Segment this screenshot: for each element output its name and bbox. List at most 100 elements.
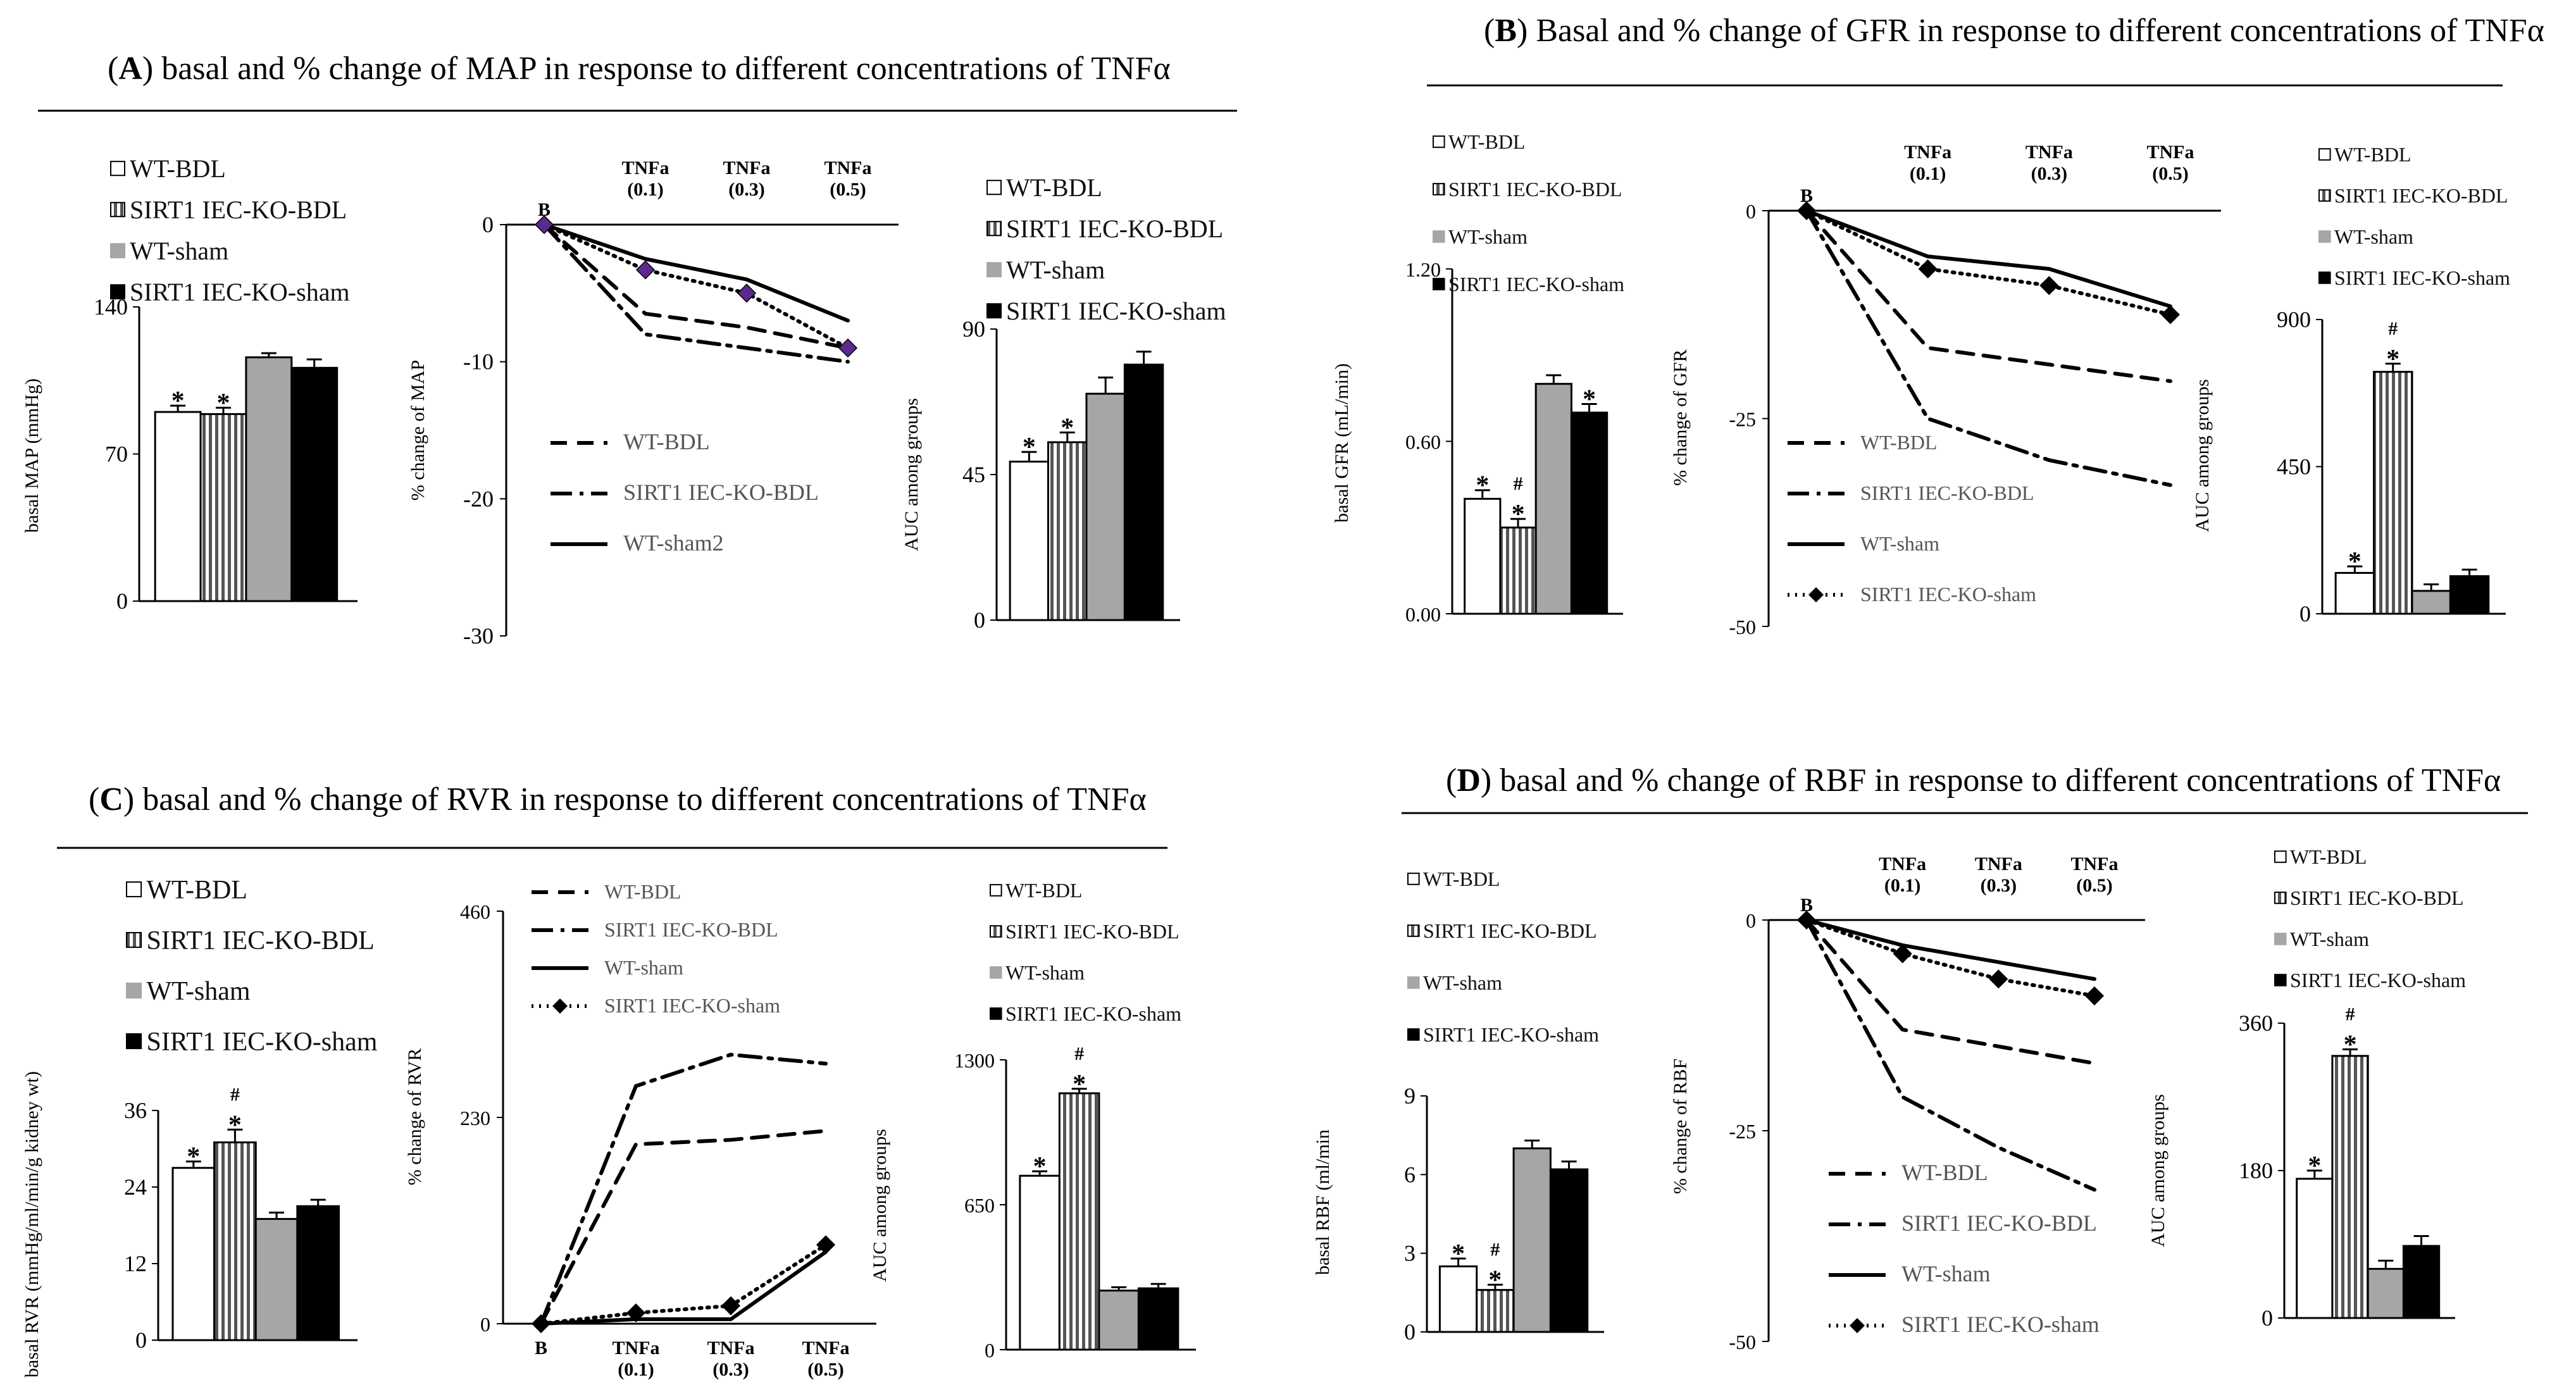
x-tick-label: TNFa <box>824 158 872 178</box>
legend-swatch-sirt1-iec-ko-sham <box>110 284 125 300</box>
legend-swatch-wt-sham <box>126 982 142 999</box>
legend-label-sirt1-iec-ko-sham: SIRT1 IEC-KO-sham <box>1901 1312 2100 1337</box>
y-axis-label: basal MAP (mmHg) <box>22 378 42 533</box>
bar-wt-bdl <box>2296 1178 2334 1319</box>
y-axis-label: % change of RBF <box>1670 1059 1691 1194</box>
series-line-wt-sham <box>1805 209 2172 309</box>
legend-label-sirt1-iec-ko-sham: SIRT1 IEC-KO-sham <box>147 1028 378 1057</box>
x-tick-label-sub: (0.1) <box>627 179 663 200</box>
significance-hash: # <box>1074 1043 1084 1064</box>
y-tick-label: -10 <box>463 349 494 375</box>
legend-label-wt-bdl: WT-BDL <box>1423 867 1500 890</box>
legend-label-wt-bdl: WT-BDL <box>1006 173 1102 202</box>
series-line-wt-bdl <box>1805 209 2172 383</box>
bar-sirt1-iec-ko-bdl <box>2373 371 2413 615</box>
legend-label-sirt1-iec-ko-bdl: SIRT1 IEC-KO-BDL <box>2334 184 2508 207</box>
y-tick-label: 0 <box>1746 200 1756 223</box>
legend-marker-sirt1-iec-ko-sham <box>552 998 568 1014</box>
x-tick-label: TNFa <box>2147 142 2194 163</box>
y-tick-label: 450 <box>2277 454 2311 480</box>
legend-label-sirt1-iec-ko-sham: SIRT1 IEC-KO-sham <box>604 994 780 1017</box>
series-marker-sirt1-iec-ko-sham <box>2039 276 2059 295</box>
legend-label-wt-sham2: WT-sham2 <box>623 530 724 556</box>
legend-swatch-sirt1-iec-ko-sham <box>2318 271 2331 284</box>
legend-label-wt-bdl: WT-BDL <box>130 154 226 183</box>
bar-sirt1-iec-ko-sham <box>290 366 339 602</box>
chart-d-auc: AUC among groups 0 180 360 * * # WT-BDL SIRT1 IE… <box>2148 845 2466 1331</box>
legend-swatch-wt-bdl <box>2274 850 2287 863</box>
x-tick-label-sub: (0.3) <box>728 179 764 200</box>
bar-sirt1-iec-ko-sham <box>2449 575 2490 615</box>
series-marker-sirt1-iec-ko-sham <box>838 338 858 358</box>
x-tick-label: TNFa <box>802 1338 850 1359</box>
y-tick-label: 230 <box>460 1107 490 1129</box>
y-tick-label: 360 <box>2239 1010 2273 1036</box>
series-marker-sirt1-iec-ko-sham <box>1918 259 1938 279</box>
series-line-sirt1-iec-ko-sham <box>1805 918 2096 998</box>
y-tick-label: 900 <box>2277 307 2311 332</box>
y-axis-label: % change of GFR <box>1670 349 1691 486</box>
bar-sirt1-iec-ko-bdl <box>1476 1289 1515 1333</box>
x-tick-label-sub: (0.3) <box>1981 875 2017 896</box>
legend-label-sirt1-iec-ko-bdl: SIRT1 IEC-KO-BDL <box>1423 919 1597 942</box>
bar-sirt1-iec-ko-sham <box>296 1205 340 1341</box>
legend-swatch-wt-bdl <box>1407 873 1420 885</box>
bar-wt-bdl <box>171 1167 216 1341</box>
y-tick-label: -25 <box>1729 1120 1756 1143</box>
legend-swatch-wt-bdl <box>986 180 1002 196</box>
legend-label-wt-bdl: WT-BDL <box>2290 845 2367 868</box>
x-tick-label: TNFa <box>2025 142 2073 163</box>
y-tick-label: 0 <box>2262 1305 2273 1331</box>
significance-hash: # <box>1490 1239 1500 1260</box>
legend-label-sirt1-iec-ko-sham: SIRT1 IEC-KO-sham <box>1860 583 2036 606</box>
legend-swatch-sirt1-iec-ko-sham <box>990 1007 1002 1020</box>
legend-label-wt-sham: WT-sham <box>1901 1261 1991 1286</box>
bar-wt-bdl <box>1464 497 1502 615</box>
legend-label-wt-bdl: WT-BDL <box>1901 1160 1988 1185</box>
legend-swatch-sirt1-iec-ko-bdl <box>1407 924 1420 937</box>
significance-asterisk: * <box>2348 547 2361 576</box>
series-marker-sirt1-iec-ko-sham <box>721 1296 741 1315</box>
y-tick-label: 45 <box>962 462 985 487</box>
y-axis-label: AUC among groups <box>2192 379 2213 532</box>
legend-swatch-wt-sham <box>1433 230 1445 243</box>
series-marker-sirt1-iec-ko-sham <box>1893 944 1912 964</box>
series-marker-sirt1-iec-ko-sham <box>1796 910 1817 930</box>
panel-title-a: (A) basal and % change of MAP in respons… <box>38 51 1237 112</box>
y-tick-label: 0 <box>482 212 494 237</box>
legend-swatch-wt-bdl <box>126 881 142 898</box>
x-tick-label-sub: (0.5) <box>807 1359 843 1380</box>
y-tick-label: 12 <box>124 1251 147 1276</box>
significance-asterisk: * <box>1452 1240 1465 1269</box>
bar-sirt1-iec-ko-sham <box>1137 1287 1179 1351</box>
y-tick-label: 24 <box>124 1174 147 1200</box>
legend-swatch-wt-sham <box>110 243 125 259</box>
x-start-label: B <box>538 199 551 220</box>
bar-sirt1-iec-ko-bdl <box>213 1141 257 1341</box>
legend-label-sirt1-iec-ko-sham: SIRT1 IEC-KO-sham <box>1005 1002 1181 1025</box>
y-tick-label: 0 <box>480 1313 490 1336</box>
legend-swatch-wt-bdl <box>1433 135 1445 148</box>
series-marker-sirt1-iec-ko-sham <box>816 1235 836 1255</box>
significance-asterisk: * <box>2344 1030 2357 1059</box>
legend-label-wt-bdl: WT-BDL <box>1448 130 1525 153</box>
chart-b-basal: basal GFR (mL/min) 0.00 0.60 1.20 * * # * WT-BDL… <box>1331 130 1624 626</box>
legend-swatch-sirt1-iec-ko-bdl <box>126 931 142 948</box>
panel-title-d-text: basal and % change of RBF in response to… <box>1500 762 2501 799</box>
legend-label-wt-sham: WT-sham <box>130 237 228 265</box>
chart-d-basal: basal RBF (ml/min 0 3 6 9 * * # WT-BDL SIRT1 IEC-… <box>1312 867 1604 1345</box>
legend-label-sirt1-iec-ko-bdl: SIRT1 IEC-KO-BDL <box>1860 482 2034 504</box>
panel-label-b: B <box>1495 13 1517 49</box>
legend-label-sirt1-iec-ko-sham: SIRT1 IEC-KO-sham <box>1006 297 1226 325</box>
legend-marker-sirt1-iec-ko-sham <box>1850 1318 1865 1333</box>
legend-label-sirt1-iec-ko-bdl: SIRT1 IEC-KO-BDL <box>1448 178 1622 201</box>
legend-label-wt-sham: WT-sham <box>1860 532 1939 555</box>
series-marker-sirt1-iec-ko-sham <box>1989 969 2008 989</box>
bar-sirt1-iec-ko-sham <box>2402 1245 2441 1319</box>
bar-sirt1-iec-ko-sham <box>1123 363 1164 621</box>
bar-wt-sham <box>2411 590 2451 615</box>
legend-swatch-wt-bdl <box>2318 148 2331 161</box>
legend-swatch-sirt1-iec-ko-bdl <box>1433 183 1445 196</box>
